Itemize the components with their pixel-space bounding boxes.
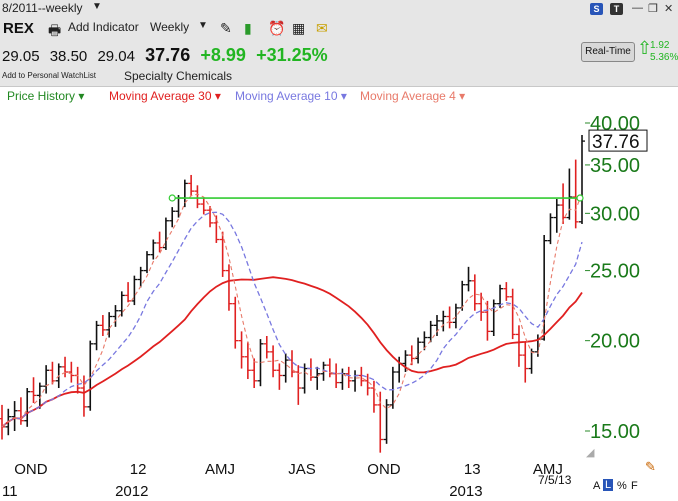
- close-icon[interactable]: ✕: [664, 3, 674, 15]
- ma4-line: [1, 192, 583, 428]
- legend-ma4-label: Moving Average 4: [360, 89, 456, 103]
- header-panel: [0, 0, 678, 87]
- period-select[interactable]: Weekly: [150, 20, 190, 34]
- y-tick-label: 35.00: [590, 155, 640, 177]
- x-tick-label: 11: [2, 483, 18, 500]
- scale-log-button[interactable]: L: [603, 479, 614, 491]
- mini-change-pct: 5.36%: [650, 52, 678, 63]
- s-badge[interactable]: S: [590, 3, 603, 15]
- last-price-box: [588, 129, 648, 152]
- edit-pencil-icon[interactable]: ✎: [645, 459, 656, 474]
- ma30-line: [1, 276, 583, 428]
- x-tick-label: OND: [367, 461, 401, 478]
- change-percent: +31.25%: [256, 45, 328, 65]
- toolbar-row: REX 🖶 Add Indicator Weekly ▼ ✎ ▮ ⏰ ▦ ✉: [0, 18, 678, 42]
- grid-icon[interactable]: ▦: [292, 20, 306, 36]
- mini-change: 1.92: [650, 40, 670, 51]
- legend-price-history-label: Price History: [7, 89, 76, 103]
- y-tick-label: 15.00: [590, 421, 640, 443]
- y-tick-label: 25.00: [590, 261, 640, 283]
- x-tick-label: AMJ: [533, 461, 563, 478]
- high-price: 38.50: [49, 48, 88, 65]
- legend-ma30[interactable]: Moving Average 30 ▾: [109, 89, 221, 103]
- legend-ma30-label: Moving Average 30: [109, 89, 212, 103]
- chart-type-icon[interactable]: ▮: [244, 20, 252, 36]
- y-tick-label: 40.00: [590, 113, 640, 135]
- y-tick-label: 20.00: [590, 331, 640, 353]
- realtime-button[interactable]: Real-Time: [581, 42, 635, 62]
- printer-icon[interactable]: 🖶: [48, 22, 62, 38]
- alarm-clock-icon[interactable]: ⏰: [268, 20, 286, 36]
- scale-percent-button[interactable]: %: [617, 480, 627, 492]
- last-price-tag: 37.76: [592, 132, 640, 153]
- x-tick-label: 13: [464, 461, 481, 478]
- note-icon[interactable]: ✉: [316, 20, 328, 36]
- date-range-dropdown-icon[interactable]: ▼: [92, 1, 102, 12]
- title-row: 8/2011--weekly ▼ S T — ❐ ✕: [0, 0, 678, 18]
- last-price: 37.76: [145, 45, 191, 65]
- footer-date: 7/5/13: [538, 473, 572, 487]
- resistance-start-handle: [168, 194, 176, 202]
- y-tick-label: 30.00: [590, 203, 640, 225]
- add-to-watchlist-link[interactable]: Add to Personal WatchList: [2, 71, 96, 80]
- open-price: 29.05: [2, 48, 40, 65]
- legend-ma10[interactable]: Moving Average 10 ▾: [235, 89, 347, 103]
- legend-ma4[interactable]: Moving Average 4 ▾: [360, 89, 466, 103]
- add-indicator-button[interactable]: Add Indicator: [68, 20, 139, 34]
- x-tick-label: OND: [14, 461, 48, 478]
- drawing-tools-icon[interactable]: ✎: [220, 20, 232, 36]
- scale-a-button[interactable]: A: [593, 480, 601, 492]
- x-tick-label: 2013: [449, 483, 482, 500]
- x-tick-label: AMJ: [205, 461, 235, 478]
- date-range[interactable]: 8/2011--weekly: [2, 1, 83, 15]
- resize-handle-icon[interactable]: ◢: [586, 447, 595, 459]
- minimize-icon[interactable]: —: [632, 2, 643, 14]
- t-badge[interactable]: T: [610, 3, 623, 15]
- industry-label: Specialty Chemicals: [124, 69, 233, 83]
- legend-ma10-label: Moving Average 10: [235, 89, 338, 103]
- ma10-line: [1, 211, 583, 428]
- restore-icon[interactable]: ❐: [648, 3, 658, 15]
- quote-row: 29.05 38.50 29.04 37.76 +8.99 +31.25%: [2, 45, 334, 66]
- scale-f-button[interactable]: F: [631, 480, 638, 492]
- x-tick-label: JAS: [288, 461, 316, 478]
- x-tick-label: 12: [130, 461, 147, 478]
- x-tick-label: 2012: [115, 483, 148, 500]
- legend-bar: Price History ▾ Moving Average 30 ▾ Movi…: [0, 87, 678, 105]
- legend-price-history[interactable]: Price History ▾: [7, 89, 85, 103]
- period-dropdown-icon[interactable]: ▼: [198, 20, 208, 31]
- symbol-label[interactable]: REX: [3, 20, 34, 37]
- up-arrow-icon: ⇧: [637, 38, 653, 58]
- resistance-end-handle: [576, 194, 584, 202]
- low-price: 29.04: [97, 48, 135, 65]
- change-value: +8.99: [200, 45, 246, 65]
